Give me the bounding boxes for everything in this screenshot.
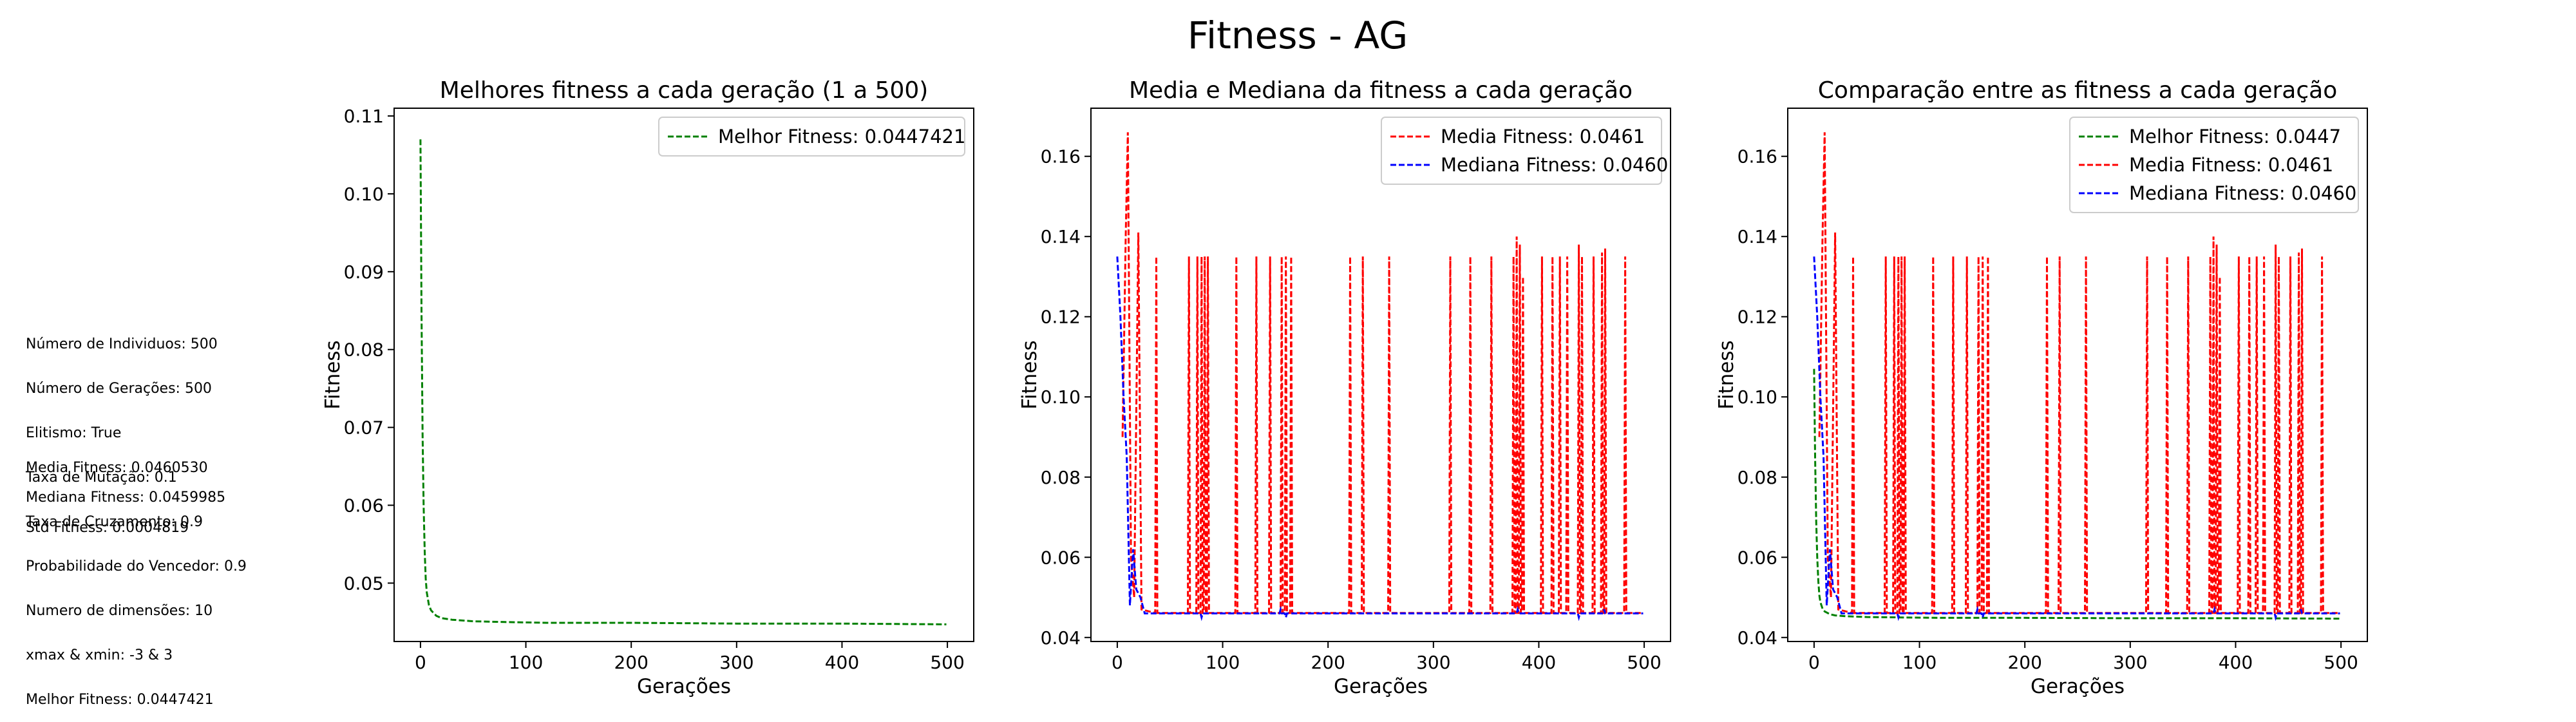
x-tick-label: 500 <box>1627 652 1661 673</box>
x-tick-label: 500 <box>930 652 964 673</box>
y-tick-label: 0.16 <box>1738 146 1777 167</box>
plot-area <box>1813 132 2340 622</box>
legend-box <box>2069 117 2359 213</box>
y-tick-label: 0.10 <box>1041 386 1081 408</box>
x-tick-label: 200 <box>1311 652 1345 673</box>
parameters-panel: Número de Individuos: 500 Número de Gera… <box>26 307 247 722</box>
y-tick-label: 0.04 <box>1041 627 1081 649</box>
x-tick-label: 100 <box>1902 652 1937 673</box>
legend: Melhor Fitness: 0.0447 Media Fitness: 0.0… <box>2069 117 2359 213</box>
param-line: Taxa de Mutação: 0.1 <box>26 470 177 486</box>
x-tick-label: 200 <box>614 652 648 673</box>
y-tick-label: 0.06 <box>344 495 384 516</box>
legend-label-mean: Media Fitness: 0.0461 <box>1441 126 1645 147</box>
y-tick-label: 0.06 <box>1041 547 1081 568</box>
x-tick-label: 300 <box>2113 652 2147 673</box>
legend-box <box>1381 117 1662 185</box>
legend-label-best: Melhor Fitness: 0.0447421 <box>718 126 965 147</box>
param-line: Numero de dimensões: 10 <box>26 603 213 619</box>
y-tick-label: 0.08 <box>344 339 384 361</box>
y-axis-label: Fitness <box>1018 340 1041 409</box>
param-line: Taxa de Cruzamento: 0.9 <box>26 514 204 530</box>
x-tick-label: 200 <box>2007 652 2041 673</box>
x-tick-label: 100 <box>1206 652 1240 673</box>
stat-std-fitness: Std Fitness: 0.0004819 <box>26 520 189 536</box>
x-axis-label: Gerações <box>1334 675 1428 698</box>
x-tick-label: 100 <box>509 652 543 673</box>
y-tick-label: 0.16 <box>1041 146 1081 167</box>
y-tick-label: 0.06 <box>1738 547 1777 568</box>
x-tick-label: 400 <box>2219 652 2253 673</box>
param-line: Número de Individuos: 500 <box>26 336 218 352</box>
param-line: Número de Gerações: 500 <box>26 381 212 397</box>
param-line: Probabilidade do Vencedor: 0.9 <box>26 558 247 575</box>
y-tick-label: 0.08 <box>1041 467 1081 488</box>
legend-label-median: Mediana Fitness: 0.0460 <box>1441 154 1668 176</box>
x-tick-label: 0 <box>1808 652 1820 673</box>
series-line-best <box>419 139 947 625</box>
figure-title: Fitness - AG <box>1188 14 1408 57</box>
plot-area <box>1116 132 1643 622</box>
chart-title: Media e Mediana da fitness a cada geraçã… <box>1129 77 1633 104</box>
stat-mediana-fitness: Mediana Fitness: 0.0459985 <box>26 489 226 506</box>
y-axis-label: Fitness <box>321 340 345 409</box>
chart-mean-median-fitness: 0 100 200 300 400 500 0.04 0.06 0.08 0.10 0.12 0.14… <box>1018 77 1671 698</box>
y-tick-label: 0.08 <box>1738 467 1777 488</box>
legend-label-best: Melhor Fitness: 0.0447 <box>2129 126 2341 147</box>
y-tick-label: 0.04 <box>1738 627 1777 649</box>
x-tick-label: 500 <box>2324 652 2358 673</box>
y-tick-label: 0.09 <box>344 261 384 283</box>
series-line-median <box>1116 256 1643 622</box>
x-tick-label: 400 <box>825 652 859 673</box>
y-tick-label: 0.11 <box>344 106 384 127</box>
x-axis-label: Gerações <box>637 675 731 698</box>
legend-box <box>658 117 965 157</box>
axes-frame <box>393 108 974 642</box>
y-tick-label: 0.10 <box>1738 386 1777 408</box>
legend-label-mean: Media Fitness: 0.0461 <box>2129 154 2333 176</box>
series-line-best <box>1813 368 2340 620</box>
x-tick-label: 300 <box>1416 652 1450 673</box>
param-line: Elitismo: True <box>26 425 122 441</box>
param-line-best-fitness: Melhor Fitness: 0.0447421 <box>26 692 214 708</box>
axes-frame <box>1787 108 2368 642</box>
legend-label-median: Mediana Fitness: 0.0460 <box>2129 182 2356 204</box>
plot-area <box>419 139 947 625</box>
y-tick-label: 0.07 <box>344 417 384 439</box>
y-axis-label: Fitness <box>1715 340 1738 409</box>
y-tick-label: 0.12 <box>1738 307 1777 328</box>
x-tick-label: 400 <box>1522 652 1556 673</box>
y-tick-label: 0.05 <box>344 573 384 594</box>
y-tick-label: 0.14 <box>1738 226 1777 247</box>
y-tick-label: 0.12 <box>1041 307 1081 328</box>
x-axis-label: Gerações <box>2031 675 2125 698</box>
y-tick-label: 0.10 <box>344 184 384 205</box>
chart-best-fitness: 0 100 200 300 400 500 0.05 0.06 0.07 0.08 0.09 0.10… <box>321 77 974 698</box>
y-tick-label: 0.14 <box>1041 226 1081 247</box>
chart-fitness-comparison: 0 100 200 300 400 500 0.04 0.06 0.08 0.10 0.12 0.14… <box>1715 77 2368 698</box>
x-tick-label: 300 <box>719 652 753 673</box>
x-tick-label: 0 <box>415 652 426 673</box>
x-tick-label: 0 <box>1112 652 1123 673</box>
legend: Media Fitness: 0.0461 Mediana Fitness: 0.… <box>1381 117 1668 185</box>
axes-frame <box>1090 108 1671 642</box>
chart-title: Melhores fitness a cada geração (1 a 500… <box>440 77 929 104</box>
chart-title: Comparação entre as fitness a cada geraç… <box>1818 77 2337 104</box>
param-line: xmax & xmin: -3 & 3 <box>26 647 173 663</box>
series-line-median <box>1813 256 2340 622</box>
legend: Melhor Fitness: 0.0447421 <box>658 117 965 157</box>
stat-media-fitness: Media Fitness: 0.0460530 <box>26 460 208 476</box>
